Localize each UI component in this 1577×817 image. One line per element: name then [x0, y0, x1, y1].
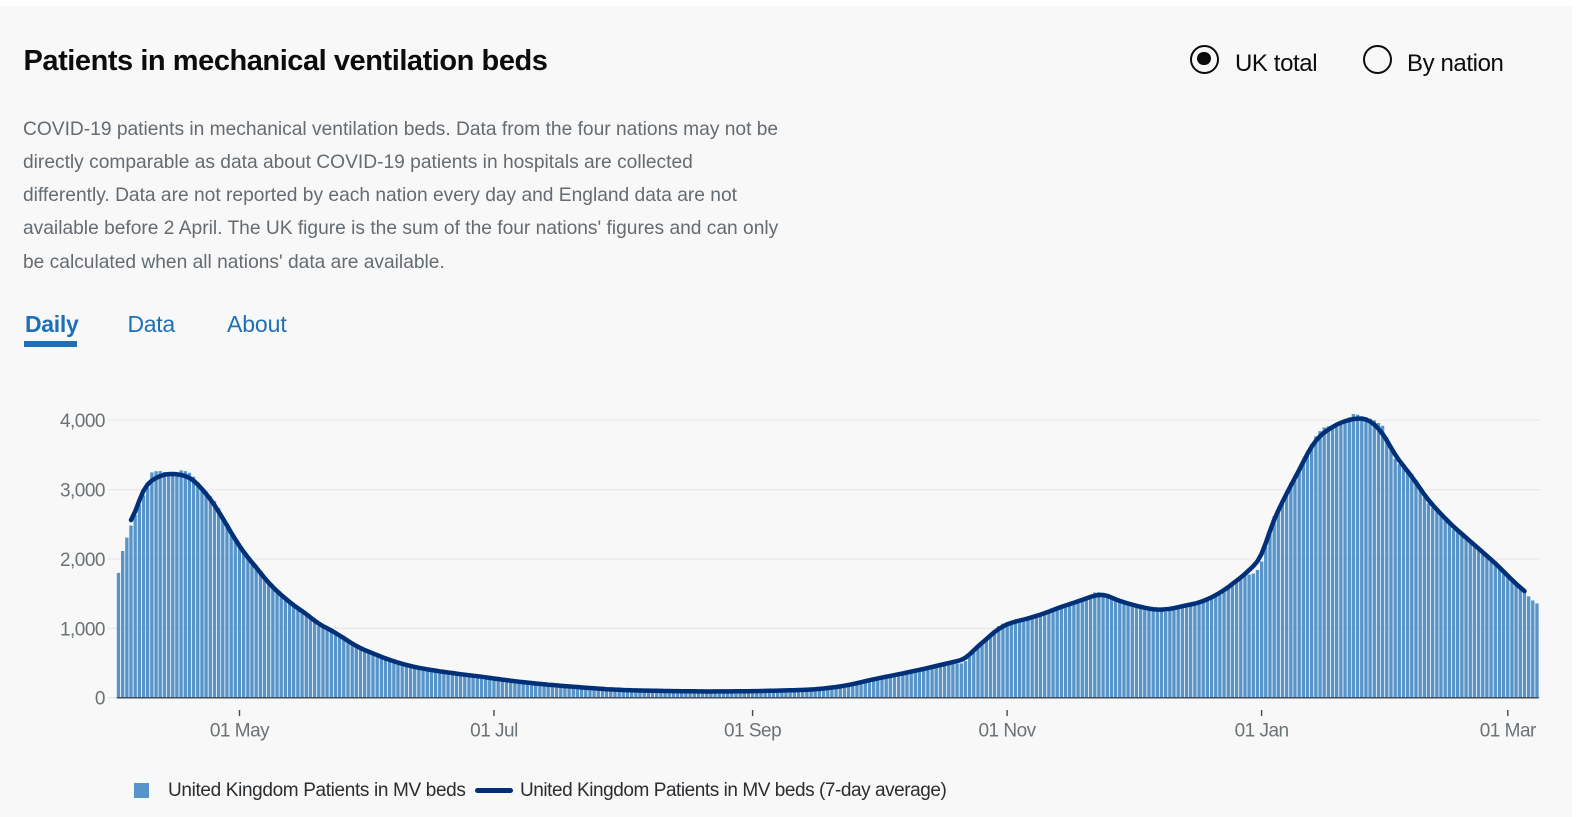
svg-text:01 Sep: 01 Sep	[724, 720, 781, 741]
svg-text:01 Jan: 01 Jan	[1235, 720, 1289, 741]
svg-text:01 Jul: 01 Jul	[470, 720, 518, 741]
svg-text:1,000: 1,000	[60, 619, 105, 640]
svg-text:0: 0	[95, 689, 105, 710]
svg-text:01 Mar: 01 Mar	[1480, 720, 1537, 741]
svg-text:4,000: 4,000	[60, 411, 105, 432]
svg-text:01 Nov: 01 Nov	[978, 720, 1036, 741]
svg-text:3,000: 3,000	[60, 481, 105, 502]
svg-text:01 May: 01 May	[210, 720, 270, 741]
svg-text:2,000: 2,000	[60, 550, 105, 571]
